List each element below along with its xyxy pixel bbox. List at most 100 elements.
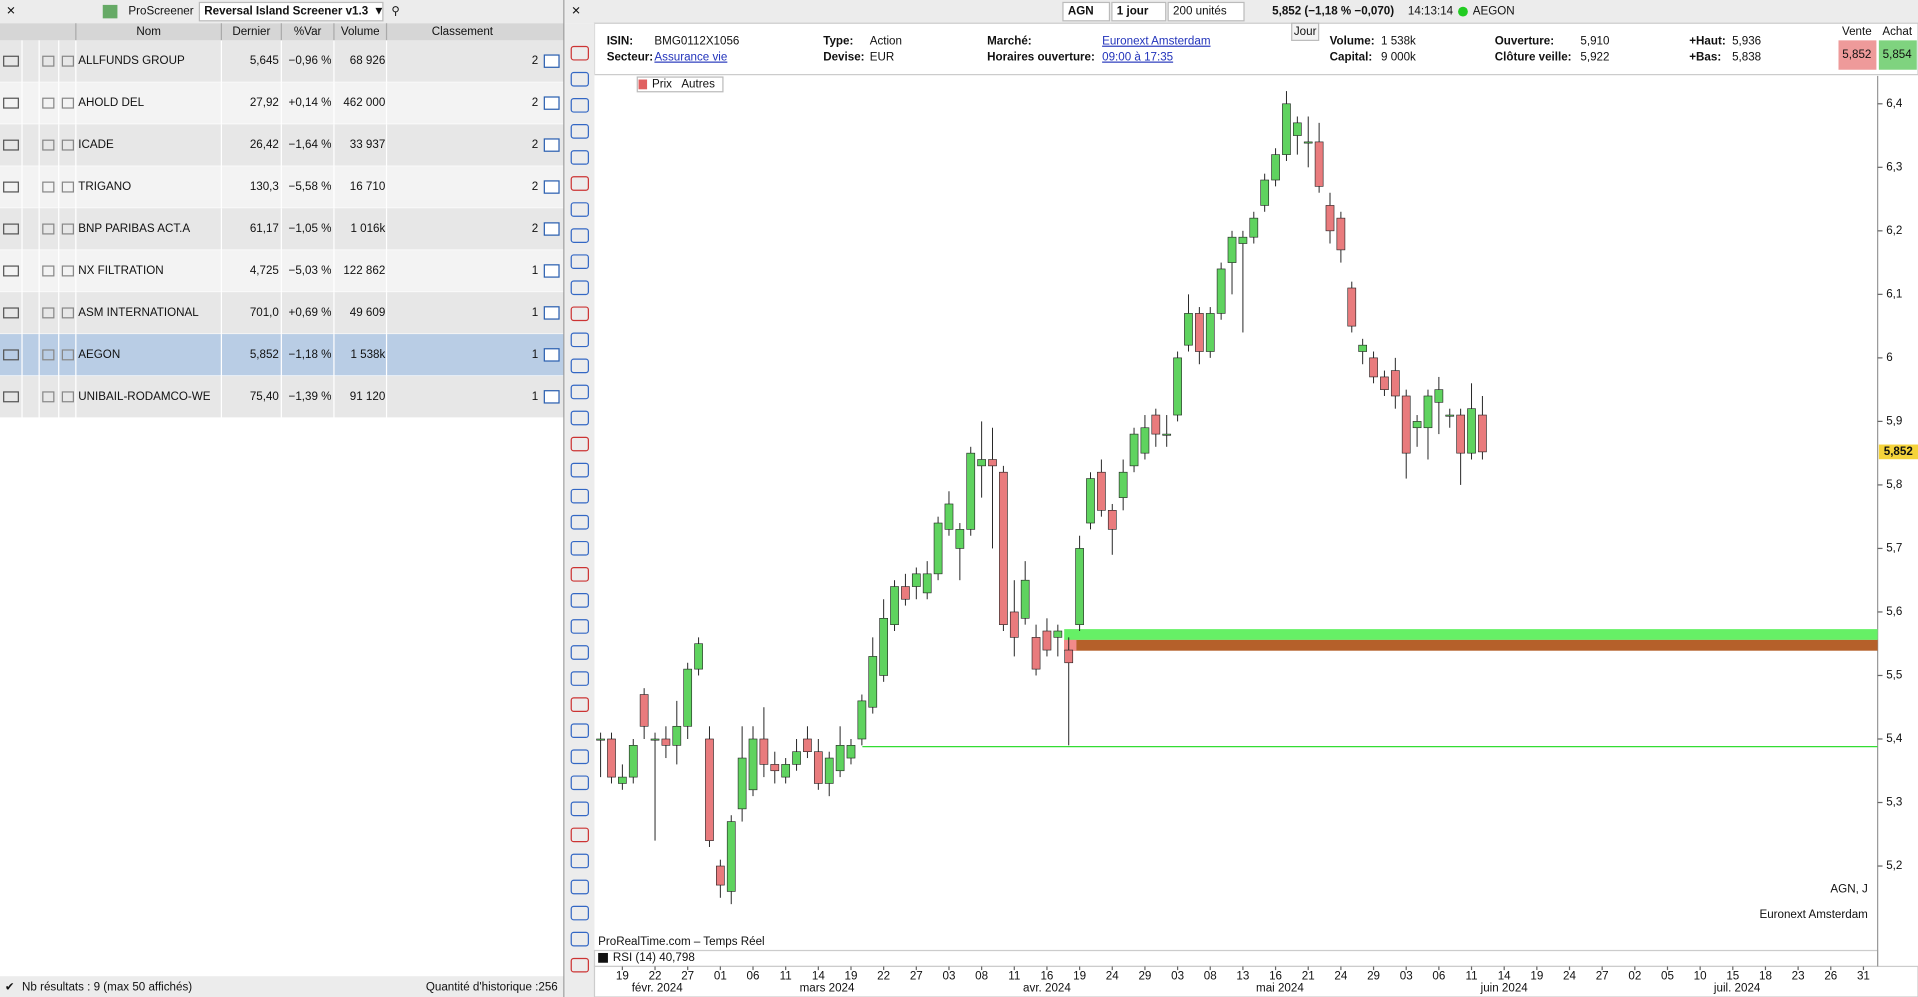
tool-button[interactable] [570, 488, 589, 504]
period[interactable]: 1 jour [1117, 5, 1149, 18]
row-icon[interactable] [61, 55, 75, 67]
field-value[interactable]: 09:00 à 17:35 [1102, 51, 1173, 64]
tool-button[interactable] [570, 306, 589, 322]
tool-button[interactable] [570, 697, 589, 712]
row-icon[interactable] [61, 307, 75, 319]
symbol-box[interactable] [1062, 1, 1111, 22]
tool-button[interactable] [570, 957, 589, 973]
tool-button[interactable] [570, 124, 589, 139]
chart-icon[interactable] [543, 180, 560, 194]
tool-button[interactable] [570, 228, 589, 243]
close-icon[interactable]: ✕ [6, 5, 16, 18]
tool-button[interactable] [570, 202, 589, 217]
tool-button[interactable] [570, 97, 589, 113]
tool-button[interactable] [570, 671, 589, 686]
row-icon[interactable] [3, 349, 19, 361]
tool-button[interactable] [570, 410, 589, 426]
buy-box[interactable] [1878, 40, 1917, 70]
tool-button[interactable] [570, 879, 589, 895]
tool-button[interactable] [570, 723, 589, 739]
row-icon[interactable] [42, 139, 55, 151]
row-icon[interactable] [3, 391, 19, 403]
row-icon[interactable] [3, 307, 19, 319]
tool-button[interactable] [570, 540, 589, 556]
sell-price[interactable]: 5,852 [1842, 48, 1871, 61]
column-header[interactable]: Nom [136, 25, 161, 38]
tool-button[interactable] [570, 853, 589, 869]
column-header[interactable]: %Var [294, 25, 322, 38]
tool-button[interactable] [570, 645, 589, 660]
row-icon[interactable] [3, 181, 19, 193]
units-box[interactable] [1167, 1, 1245, 22]
row-icon[interactable] [42, 97, 55, 109]
row-icon[interactable] [3, 139, 19, 151]
row-icon[interactable] [42, 349, 55, 361]
sell-box[interactable] [1838, 40, 1877, 70]
tool-button[interactable] [570, 801, 589, 817]
tool-button[interactable] [570, 775, 589, 791]
chart-icon[interactable] [543, 96, 560, 110]
row-icon[interactable] [3, 265, 19, 277]
tool-button[interactable] [570, 514, 589, 530]
row-icon[interactable] [42, 223, 55, 235]
chart-icon[interactable] [543, 54, 560, 68]
field-value[interactable]: Assurance vie [654, 51, 727, 64]
tool-button[interactable] [570, 176, 589, 191]
chart-icon[interactable] [543, 306, 560, 320]
chart-icon[interactable] [543, 348, 560, 362]
tool-button[interactable] [570, 254, 589, 270]
tool-button[interactable] [570, 749, 589, 765]
tool-button[interactable] [570, 619, 589, 634]
tool-button[interactable] [570, 71, 589, 87]
row-icon[interactable] [61, 349, 75, 361]
symbol[interactable]: AGN [1068, 5, 1094, 18]
row-icon[interactable] [42, 55, 55, 67]
row-icon[interactable] [61, 391, 75, 403]
tool-button[interactable] [570, 150, 589, 165]
close-icon[interactable]: ✕ [571, 5, 581, 18]
tool-button[interactable] [570, 358, 589, 374]
tool-icon[interactable]: ⚲ [391, 5, 400, 18]
chart-icon[interactable] [543, 264, 560, 278]
column-header[interactable]: Dernier [232, 25, 270, 38]
period-box[interactable] [1111, 1, 1167, 22]
tool-button[interactable] [570, 384, 589, 400]
tool-button[interactable] [570, 905, 589, 921]
row-icon[interactable] [61, 223, 75, 235]
tool-button[interactable] [570, 436, 589, 452]
chart-icon[interactable] [543, 138, 560, 152]
column-header[interactable]: Volume [341, 25, 380, 38]
tool-button[interactable] [570, 280, 589, 296]
row-icon[interactable] [3, 55, 19, 67]
column-header[interactable]: Classement [432, 25, 494, 38]
row-icon[interactable] [3, 223, 19, 235]
buy-price[interactable]: 5,854 [1883, 48, 1913, 61]
tool-button[interactable] [570, 332, 589, 348]
units[interactable]: 200 unités [1173, 5, 1227, 18]
tab-label[interactable]: Jour [1294, 25, 1317, 38]
tab-others[interactable]: Autres [681, 77, 715, 90]
app-name[interactable]: ProScreener [128, 5, 193, 18]
tool-button[interactable] [570, 931, 589, 947]
row-icon[interactable] [42, 391, 55, 403]
screener-name[interactable]: Reversal Island Screener v1.3 [204, 5, 368, 18]
row-icon[interactable] [61, 181, 75, 193]
screener-select[interactable] [198, 1, 384, 22]
row-icon[interactable] [61, 97, 75, 109]
row-icon[interactable] [42, 181, 55, 193]
row-icon[interactable] [42, 307, 55, 319]
row-icon[interactable] [42, 265, 55, 277]
tool-button[interactable] [570, 593, 589, 608]
tool-button[interactable] [570, 462, 589, 478]
tab[interactable] [1291, 22, 1320, 41]
chart-icon[interactable] [543, 390, 560, 404]
row-icon[interactable] [3, 97, 19, 109]
tool-button[interactable] [570, 45, 589, 61]
tool-button[interactable] [570, 827, 589, 843]
tab-price[interactable]: Prix [652, 77, 672, 90]
row-icon[interactable] [61, 139, 75, 151]
field-value[interactable]: Euronext Amsterdam [1102, 35, 1210, 48]
row-icon[interactable] [61, 265, 75, 277]
chart-icon[interactable] [543, 222, 560, 236]
tool-button[interactable] [570, 567, 589, 582]
